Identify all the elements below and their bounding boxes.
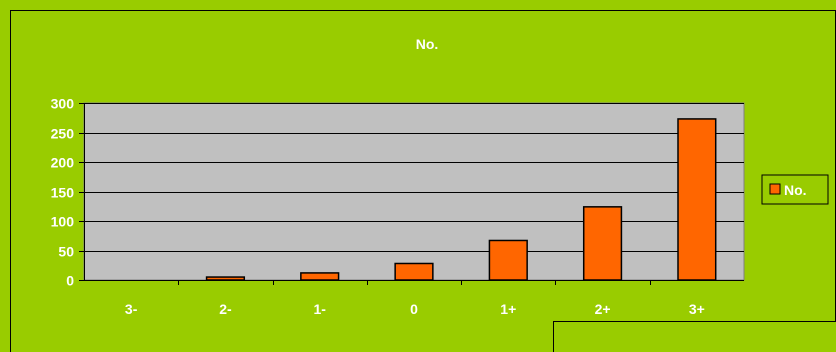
x-tick-label: 3- bbox=[125, 301, 138, 317]
legend-swatch bbox=[769, 183, 781, 195]
y-tick-label: 50 bbox=[58, 244, 74, 260]
legend-label: No. bbox=[784, 182, 807, 198]
y-tick-label: 100 bbox=[51, 214, 75, 230]
y-tick-label: 0 bbox=[66, 273, 74, 289]
x-tick-label: 3+ bbox=[689, 301, 705, 317]
bar-3+ bbox=[677, 118, 717, 281]
bars bbox=[205, 118, 717, 281]
plot-area bbox=[83, 102, 745, 281]
y-tick-label: 300 bbox=[51, 96, 75, 112]
x-tick-label: 1- bbox=[313, 301, 326, 317]
x-tick-label: 0 bbox=[410, 301, 418, 317]
overlay-box bbox=[553, 321, 836, 352]
legend: No. bbox=[761, 174, 829, 205]
y-tick-label: 200 bbox=[51, 155, 75, 171]
bar-2- bbox=[205, 276, 246, 281]
bar-1- bbox=[300, 272, 340, 281]
y-tick-label: 250 bbox=[51, 126, 75, 142]
x-tick-label: 2- bbox=[219, 301, 232, 317]
bar-2+ bbox=[582, 206, 623, 281]
x-tick-label: 1+ bbox=[500, 301, 516, 317]
bar-1+ bbox=[488, 239, 528, 281]
x-tick-label: 2+ bbox=[595, 301, 611, 317]
chart-title: No. bbox=[416, 36, 439, 52]
bar-0 bbox=[394, 262, 434, 281]
y-axis-ticks: 0 50 100 150 200 250 300 bbox=[51, 96, 84, 289]
y-tick-label: 150 bbox=[51, 185, 75, 201]
x-axis-ticks: 3- 2- 1- 0 1+ 2+ 3+ bbox=[125, 280, 705, 317]
